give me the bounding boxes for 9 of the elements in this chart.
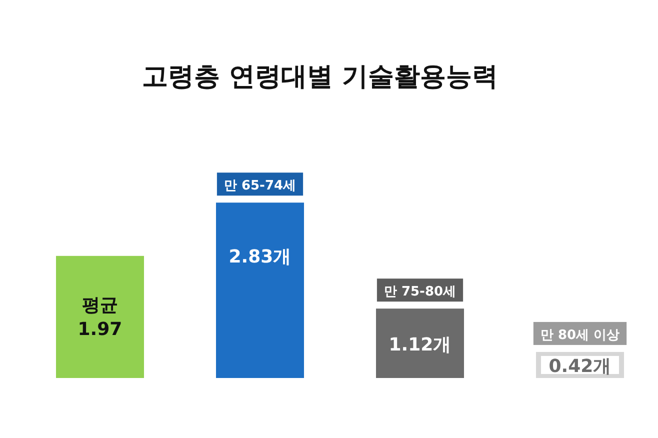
x-tick-label: 평균 [82,294,118,316]
x-tick-label: 만 75-80세 [384,284,456,300]
data-label: 2.83개 [228,246,292,268]
data-label: 0.42개 [548,356,612,377]
data-label: 1.97 [78,318,122,340]
x-tick-label: 만 80세 이상 [540,328,620,343]
x-tick-label: 만 65-74세 [224,178,296,194]
data-label: 1.12개 [388,334,452,356]
chart-title: 고령층 연령대별 기술활용능력 [142,62,498,92]
